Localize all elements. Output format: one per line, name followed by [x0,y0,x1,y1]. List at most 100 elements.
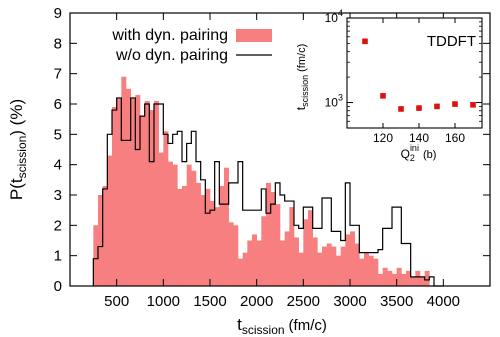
bar-with-pairing [238,258,243,286]
bar-with-pairing [247,240,253,286]
inset-x-label-sub: 2 [410,153,415,163]
bar-with-pairing [154,100,159,286]
bar-with-pairing [196,182,201,286]
bar-with-pairing [261,216,267,286]
bar-with-pairing [205,188,211,286]
y-axis-label-pre: P(t [7,178,26,200]
bar-with-pairing [121,76,127,286]
bar-with-pairing [331,246,337,286]
inset-plot-frame [346,17,483,129]
legend: with dyn. pairing w/o dyn. pairing [111,27,272,64]
bar-with-pairing [406,270,411,286]
bar-with-pairing [200,195,206,286]
x-tick-label: 1000 [147,293,180,310]
bar-with-pairing [350,231,355,286]
y-tick-label: 3 [54,187,62,204]
y-tick-label: 2 [54,217,62,234]
bar-with-pairing [168,161,173,286]
bar-with-pairing [191,170,197,286]
y-tick-label: 0 [54,278,62,295]
bar-with-pairing [312,237,318,286]
x-axis-label-sub: scission [242,323,285,337]
main-axis-ticks: 0 1 2 3 4 5 6 7 8 9 500 1000 1500 2000 2500 3000 3500 400… [54,5,490,310]
bar-with-pairing [266,182,271,286]
bar-with-pairing [163,131,169,286]
x-tick-label: 1500 [193,293,226,310]
main-plot-frame [69,12,491,287]
bar-with-pairing [228,222,234,286]
inset-point [362,38,368,45]
y-tick-label: 8 [54,35,62,52]
bar-with-pairing [396,267,402,286]
bar-with-pairing [172,164,178,286]
y-tick-label: 5 [54,126,62,143]
inset-title: TDDFT [427,33,476,50]
bar-with-pairing [93,225,99,286]
bar-with-pairing [256,240,262,286]
bar-with-pairing [424,270,430,286]
bar-with-pairing [382,267,388,286]
inset-point [416,105,422,111]
inset-x-tick-label: 160 [445,131,465,145]
inset-data-points [362,38,476,112]
bar-with-pairing [214,207,220,286]
x-tick-label: 2500 [287,293,320,310]
bar-with-pairing [102,185,108,286]
y-tick-label: 1 [54,248,62,265]
x-tick-label: 3500 [380,293,413,310]
inset-point [470,102,476,108]
bar-with-pairing [275,204,281,286]
bar-with-pairing [401,273,407,286]
bar-with-pairing [135,94,141,287]
inset-x-axis-label: Q2ini (b) [401,143,437,163]
bar-with-pairing [303,219,309,286]
x-tick-label: 4000 [427,293,460,310]
bar-with-pairing [392,273,397,286]
bar-with-pairing [322,246,327,286]
inset-y-label-sub: scission [300,75,310,107]
legend-label-without-pairing: w/o dyn. pairing [115,47,228,64]
x-axis-label: tscission (fm/c) [237,315,327,337]
x-axis-label-unit: (fm/c) [289,317,327,334]
bar-with-pairing [364,252,369,286]
bar-with-pairing [345,234,351,286]
legend-swatch-with-pairing [236,29,272,42]
bar-with-pairing [326,243,332,286]
bar-with-pairing [233,225,239,286]
y-axis-label-sub: scission [15,136,29,179]
inset-x-label-unit: (b) [423,149,436,161]
bar-with-pairing [144,100,150,286]
bar-with-pairing [359,258,365,286]
inset-y-label-unit: (fm/c) [296,44,308,72]
bar-with-pairing [116,97,122,287]
inset-y-axis-label: tscission (fm/c) [294,44,310,110]
bar-with-pairing [107,155,113,286]
bar-with-pairing [182,185,187,286]
bar-with-pairing [98,195,103,286]
inset-y-tick-label: 103 [325,93,343,110]
bar-with-pairing [373,258,379,286]
inset-axis-ticks: 103 104 120 140 160 [325,8,482,145]
bar-with-pairing [219,185,225,286]
bar-with-pairing [149,110,155,286]
bar-with-pairing [410,276,416,286]
bar-with-pairing [368,255,374,286]
inset-y-tick-label: 104 [325,8,343,25]
bar-with-pairing [210,201,215,286]
bar-with-pairing [336,255,341,286]
inset-x-label-main: Q [401,147,410,161]
inset-point [380,93,386,99]
bar-with-pairing [140,116,145,286]
bar-with-pairing [340,246,346,286]
y-tick-label: 4 [54,157,62,174]
bar-with-pairing [158,152,164,286]
x-tick-label: 3000 [333,293,366,310]
bar-with-pairing [270,191,276,286]
bar-with-pairing [420,276,425,286]
bar-with-pairing [242,252,248,286]
inset-point [434,103,440,110]
bar-with-pairing [252,234,257,286]
inset-chart: 103 104 120 140 160 TDDFT Q2ini (b) tscission… [294,8,483,163]
bar-with-pairing [126,88,131,286]
